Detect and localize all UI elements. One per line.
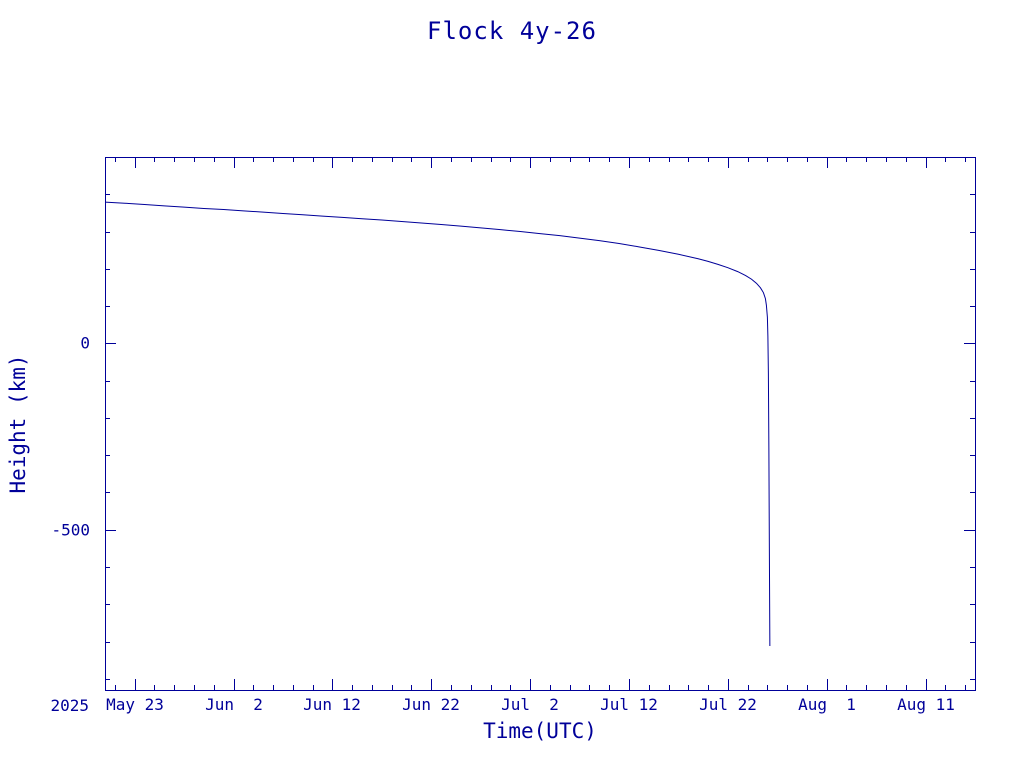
x-tick-label: Jul 12: [600, 695, 658, 714]
x-tick-label: Jun 12: [303, 695, 361, 714]
x-tick-label: Jun 22: [402, 695, 460, 714]
x-tick-label: Aug 1: [798, 695, 856, 714]
y-tick-label: 0: [80, 334, 90, 353]
y-tick-label: -500: [51, 521, 90, 540]
plot-frame: [105, 157, 976, 691]
x-tick-label: May 23: [106, 695, 164, 714]
x-tick-label: Jul 22: [699, 695, 757, 714]
x-axis-year-label: 2025: [50, 696, 89, 715]
x-tick-label: Jun 2: [205, 695, 263, 714]
x-axis-label: Time(UTC): [483, 719, 597, 743]
x-tick-label: Jul 2: [501, 695, 559, 714]
chart-title: Flock 4y-26: [427, 17, 597, 45]
series-line: [104, 201, 771, 647]
x-tick-label: Aug 11: [897, 695, 955, 714]
